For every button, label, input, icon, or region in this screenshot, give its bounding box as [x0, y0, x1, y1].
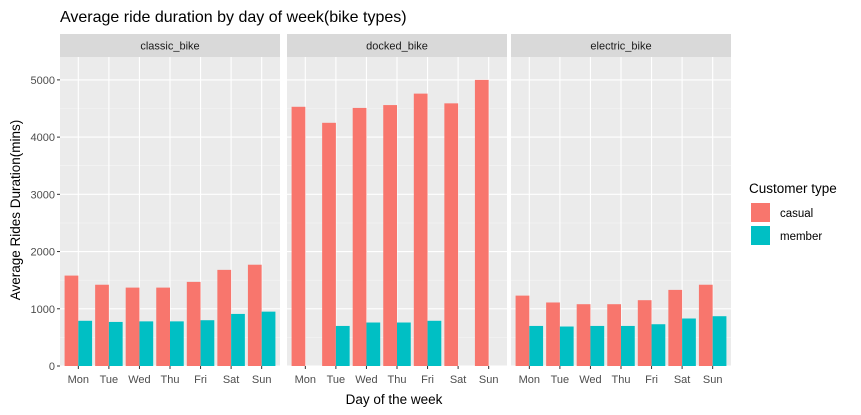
- bar-electric_bike-member-Mon: [529, 325, 544, 366]
- legend-title: Customer type: [749, 181, 837, 196]
- legend-key-casual: [751, 203, 770, 222]
- y-tick-label: 5000: [31, 75, 55, 87]
- x-tick-label-Wed: Wed: [355, 374, 377, 386]
- bar-classic_bike-casual-Wed: [125, 287, 140, 366]
- x-tick-label-Tue: Tue: [327, 374, 346, 386]
- x-tick-label-Tue: Tue: [551, 374, 570, 386]
- bar-electric_bike-casual-Tue: [546, 302, 560, 366]
- bar-electric_bike-member-Wed: [590, 325, 605, 366]
- legend-key-member: [751, 226, 770, 245]
- x-tick-label-Sun: Sun: [252, 374, 272, 386]
- bar-electric_bike-casual-Mon: [515, 295, 530, 366]
- bar-docked_bike-member-Fri: [427, 320, 442, 366]
- facet-strip-label: electric_bike: [590, 41, 651, 53]
- chart-title: Average ride duration by day of week(bik…: [60, 9, 407, 26]
- bar-docked_bike-casual-Sat: [444, 103, 459, 366]
- facet-strip-label: classic_bike: [140, 41, 199, 53]
- x-tick-label-Fri: Fri: [645, 374, 658, 386]
- x-tick-label-Sat: Sat: [674, 374, 691, 386]
- facet-docked_bike: docked_bike Mon Tue Wed Thu Fri Sat Sun: [287, 34, 507, 386]
- bar-electric_bike-casual-Sun: [698, 284, 713, 366]
- bar-classic_bike-casual-Thu: [156, 287, 170, 366]
- x-tick-label-Sun: Sun: [479, 374, 499, 386]
- bar-classic_bike-member-Sat: [231, 313, 245, 366]
- bar-docked_bike-member-Tue: [335, 325, 350, 366]
- bar-classic_bike-casual-Tue: [95, 284, 109, 366]
- bar-docked_bike-casual-Mon: [291, 106, 306, 367]
- bar-docked_bike-casual-Thu: [383, 105, 397, 367]
- bar-docked_bike-casual-Fri: [413, 93, 428, 366]
- x-tick-label-Wed: Wed: [128, 374, 150, 386]
- bar-electric_bike-member-Sun: [712, 316, 727, 366]
- bar-classic_bike-member-Thu: [170, 321, 184, 366]
- facet-strip: [511, 34, 731, 57]
- bar-classic_bike-member-Sun: [261, 311, 276, 366]
- bar-classic_bike-member-Fri: [200, 320, 215, 366]
- bar-classic_bike-casual-Sun: [247, 264, 262, 366]
- legend-label-member: member: [780, 231, 822, 243]
- y-tick-label: 4000: [31, 132, 55, 144]
- x-tick-label-Tue: Tue: [100, 374, 119, 386]
- bar-docked_bike-member-Thu: [397, 322, 411, 366]
- x-tick-label-Thu: Thu: [388, 374, 407, 386]
- bar-docked_bike-member-Wed: [366, 322, 381, 366]
- x-tick-label-Fri: Fri: [194, 374, 207, 386]
- bar-docked_bike-casual-Wed: [352, 107, 367, 366]
- facet-strip-label: docked_bike: [366, 41, 428, 53]
- bar-classic_bike-casual-Fri: [186, 281, 201, 366]
- x-tick-label-Thu: Thu: [161, 374, 180, 386]
- x-tick-label-Wed: Wed: [579, 374, 601, 386]
- y-tick-label: 3000: [31, 189, 55, 201]
- bar-electric_bike-member-Sat: [682, 318, 696, 366]
- y-axis: 0 1000 2000 3000 4000 5000: [31, 75, 60, 373]
- facet-strip: [287, 34, 507, 57]
- y-axis-title: Average Rides Duration(mins): [8, 120, 23, 301]
- facet-strip: [60, 34, 280, 57]
- x-tick-label-Mon: Mon: [295, 374, 316, 386]
- x-tick-label-Mon: Mon: [68, 374, 89, 386]
- x-tick-label-Sun: Sun: [703, 374, 723, 386]
- bar-electric_bike-member-Thu: [621, 325, 635, 366]
- bar-electric_bike-casual-Thu: [607, 304, 621, 366]
- bar-electric_bike-member-Fri: [651, 324, 666, 366]
- y-tick-label: 0: [49, 361, 55, 373]
- bar-docked_bike-casual-Sun: [474, 79, 489, 366]
- x-axis-title: Day of the week: [346, 392, 443, 407]
- bar-classic_bike-casual-Sat: [217, 269, 232, 366]
- x-tick-label-Mon: Mon: [519, 374, 540, 386]
- bar-electric_bike-casual-Sat: [668, 289, 683, 366]
- legend-label-casual: casual: [780, 208, 813, 220]
- bar-classic_bike-member-Mon: [78, 320, 93, 366]
- bar-classic_bike-casual-Mon: [64, 275, 79, 366]
- x-tick-label-Sat: Sat: [450, 374, 467, 386]
- x-tick-label-Fri: Fri: [421, 374, 434, 386]
- bar-classic_bike-member-Tue: [108, 321, 123, 366]
- x-tick-label-Sat: Sat: [223, 374, 240, 386]
- x-tick-label-Thu: Thu: [612, 374, 631, 386]
- legend: Customer type casual member: [749, 181, 837, 245]
- bar-electric_bike-casual-Fri: [637, 300, 652, 366]
- bar-classic_bike-member-Wed: [139, 321, 154, 366]
- bar-docked_bike-casual-Tue: [322, 122, 336, 366]
- y-tick-label: 2000: [31, 247, 55, 259]
- facet-electric_bike: electric_bike Mon Tue Wed Thu Fri Sat Sun: [511, 34, 731, 386]
- y-tick-label: 1000: [31, 304, 55, 316]
- bar-electric_bike-casual-Wed: [576, 304, 591, 366]
- facet-classic_bike: classic_bike Mon Tue Wed Thu Fri Sat Sun: [60, 34, 280, 386]
- bar-electric_bike-member-Tue: [559, 326, 574, 366]
